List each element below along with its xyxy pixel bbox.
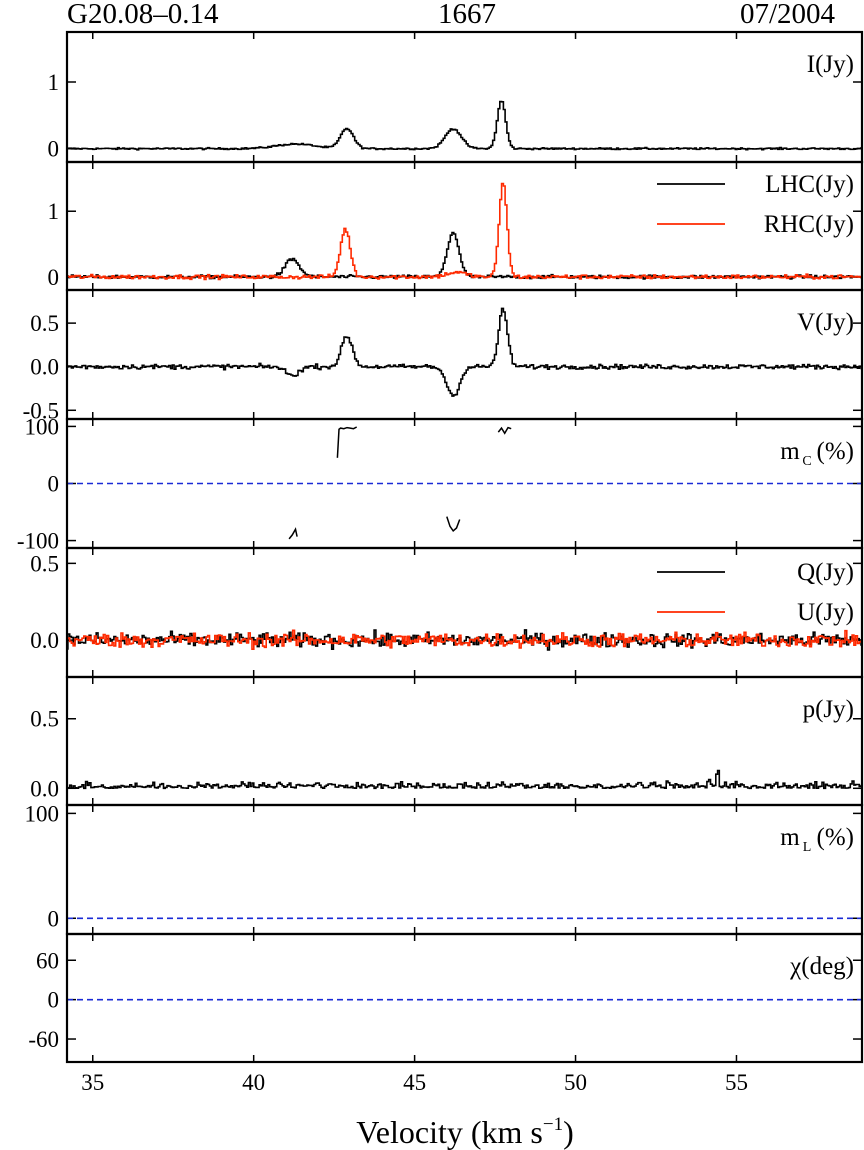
panel-mL: 0 100 m L (%) bbox=[25, 801, 864, 936]
plot-area bbox=[67, 629, 862, 651]
spectrum-line bbox=[67, 307, 862, 397]
panel-frame bbox=[65, 546, 864, 679]
plot-area bbox=[67, 769, 862, 790]
epoch-date: 07/2004 bbox=[740, 0, 836, 30]
x-axis-title: Velocity (km s−1) bbox=[356, 1114, 574, 1150]
panel-frame bbox=[65, 803, 864, 936]
spectrum-line bbox=[67, 100, 862, 151]
plot-area bbox=[288, 426, 512, 540]
y-tick-label: 0.5 bbox=[30, 311, 59, 336]
legend-label: U(Jy) bbox=[797, 599, 854, 626]
panel-label-subscript: L bbox=[803, 840, 812, 855]
panel-label: χ(deg) bbox=[789, 953, 854, 980]
y-tick-label: -0.5 bbox=[23, 398, 59, 423]
y-tick-label: 100 bbox=[25, 801, 60, 826]
panel-p: 0.0 0.5 p(Jy) bbox=[30, 675, 864, 807]
spectrum-line-qjy bbox=[67, 629, 862, 651]
source-name: G20.08–0.14 bbox=[67, 0, 219, 30]
panel-QU: 0.0 0.5 Q(Jy) U(Jy) bbox=[30, 546, 864, 679]
y-tick-label: 0.5 bbox=[30, 707, 59, 732]
y-tick-label: 0 bbox=[48, 265, 60, 290]
y-tick-label: -60 bbox=[28, 1027, 59, 1052]
panel-LR: 0 1 LHC(Jy) RHC(Jy) bbox=[48, 160, 864, 292]
panel-V: -0.5 0.0 0.5 V(Jy) bbox=[23, 288, 864, 423]
frequency-label: 1667 bbox=[438, 0, 496, 30]
x-tick-label: 50 bbox=[564, 1070, 587, 1095]
panel-label: m bbox=[780, 438, 800, 465]
panel-label: I(Jy) bbox=[807, 51, 854, 78]
y-tick-label: 1 bbox=[48, 199, 60, 224]
panel-label-unit: (%) bbox=[817, 438, 854, 465]
panel-label: p(Jy) bbox=[803, 696, 854, 723]
y-tick-label: 0.0 bbox=[30, 628, 59, 653]
mc-segment bbox=[288, 527, 298, 540]
panel-I: 0 1 I(Jy) bbox=[48, 30, 864, 164]
mc-segment bbox=[336, 426, 358, 458]
y-tick-label: -100 bbox=[17, 529, 59, 554]
x-tick-label: 35 bbox=[81, 1070, 104, 1095]
panel-label: V(Jy) bbox=[797, 309, 854, 336]
y-tick-label: 0 bbox=[48, 137, 60, 162]
spectrum-line-ujy bbox=[67, 629, 862, 650]
y-tick-label: 0.5 bbox=[30, 551, 59, 576]
y-tick-label: 1 bbox=[48, 70, 60, 95]
plot-area bbox=[67, 307, 862, 397]
plot-area bbox=[67, 182, 862, 281]
y-tick-label: 0 bbox=[48, 906, 60, 931]
mc-segment bbox=[446, 516, 461, 533]
mc-segment bbox=[497, 426, 512, 435]
panel-label: m bbox=[780, 824, 800, 851]
y-tick-label: 0.0 bbox=[30, 355, 59, 380]
panel-frame bbox=[65, 288, 864, 421]
legend-label: LHC(Jy) bbox=[765, 171, 854, 198]
spectrum-line bbox=[67, 769, 862, 790]
y-tick-label: 60 bbox=[36, 948, 59, 973]
panel-chi: -60 0 60 χ(deg) bbox=[28, 932, 864, 1064]
y-tick-label: 100 bbox=[25, 414, 60, 439]
x-tick-label: 45 bbox=[403, 1070, 426, 1095]
plot-area bbox=[67, 100, 862, 151]
panel-label-subscript: C bbox=[802, 454, 811, 469]
x-tick-label: 55 bbox=[725, 1070, 748, 1095]
y-tick-label: 0 bbox=[48, 472, 60, 497]
panel-label-unit: (%) bbox=[817, 824, 854, 851]
legend-label: RHC(Jy) bbox=[764, 211, 854, 238]
y-tick-label: 0 bbox=[48, 988, 60, 1013]
spectrum-line-rhcjy bbox=[67, 182, 862, 281]
y-tick-label: 0.0 bbox=[30, 776, 59, 801]
legend-label: Q(Jy) bbox=[797, 559, 854, 586]
panel-mc: -100 0 100 m C (%) bbox=[17, 414, 864, 554]
x-tick-label: 40 bbox=[242, 1070, 265, 1095]
panel-frame bbox=[65, 932, 864, 1064]
panel-frame bbox=[65, 30, 864, 164]
